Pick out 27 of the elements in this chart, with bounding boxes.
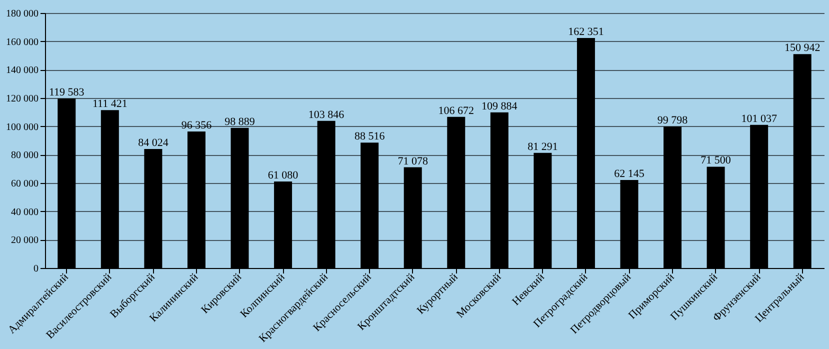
y-tick-label: 180 000 [6, 8, 38, 20]
y-tick-label: 0 [34, 264, 38, 274]
data-label: 62 145 [614, 168, 645, 180]
data-label: 71 078 [398, 155, 428, 168]
data-label: 98 889 [224, 116, 256, 128]
y-tick-label: 60 000 [11, 178, 38, 190]
data-label: 61 080 [268, 169, 299, 182]
data-label: 150 942 [784, 42, 820, 54]
data-label: 162 351 [568, 26, 604, 38]
y-tick-label: 40 000 [11, 206, 38, 218]
data-label: 84 024 [138, 136, 169, 149]
data-label: 88 516 [354, 130, 386, 143]
data-label: 81 291 [528, 140, 558, 153]
data-label: 109 884 [482, 100, 518, 112]
y-tick-label: 160 000 [6, 36, 38, 48]
data-label: 111 421 [92, 98, 128, 110]
y-tick-label: 140 000 [6, 65, 38, 76]
data-label: 71 500 [700, 154, 732, 167]
data-label: 119 583 [48, 86, 85, 99]
data-label: 101 037 [741, 112, 778, 125]
y-tick-label: 100 000 [6, 122, 38, 133]
y-tick-label: 120 000 [6, 94, 38, 104]
data-label: 99 798 [657, 114, 688, 127]
y-tick-label: 80 000 [11, 150, 38, 162]
data-label: 103 846 [308, 108, 345, 121]
y-tick-label: 20 000 [11, 235, 38, 246]
data-label: 106 672 [438, 104, 474, 117]
